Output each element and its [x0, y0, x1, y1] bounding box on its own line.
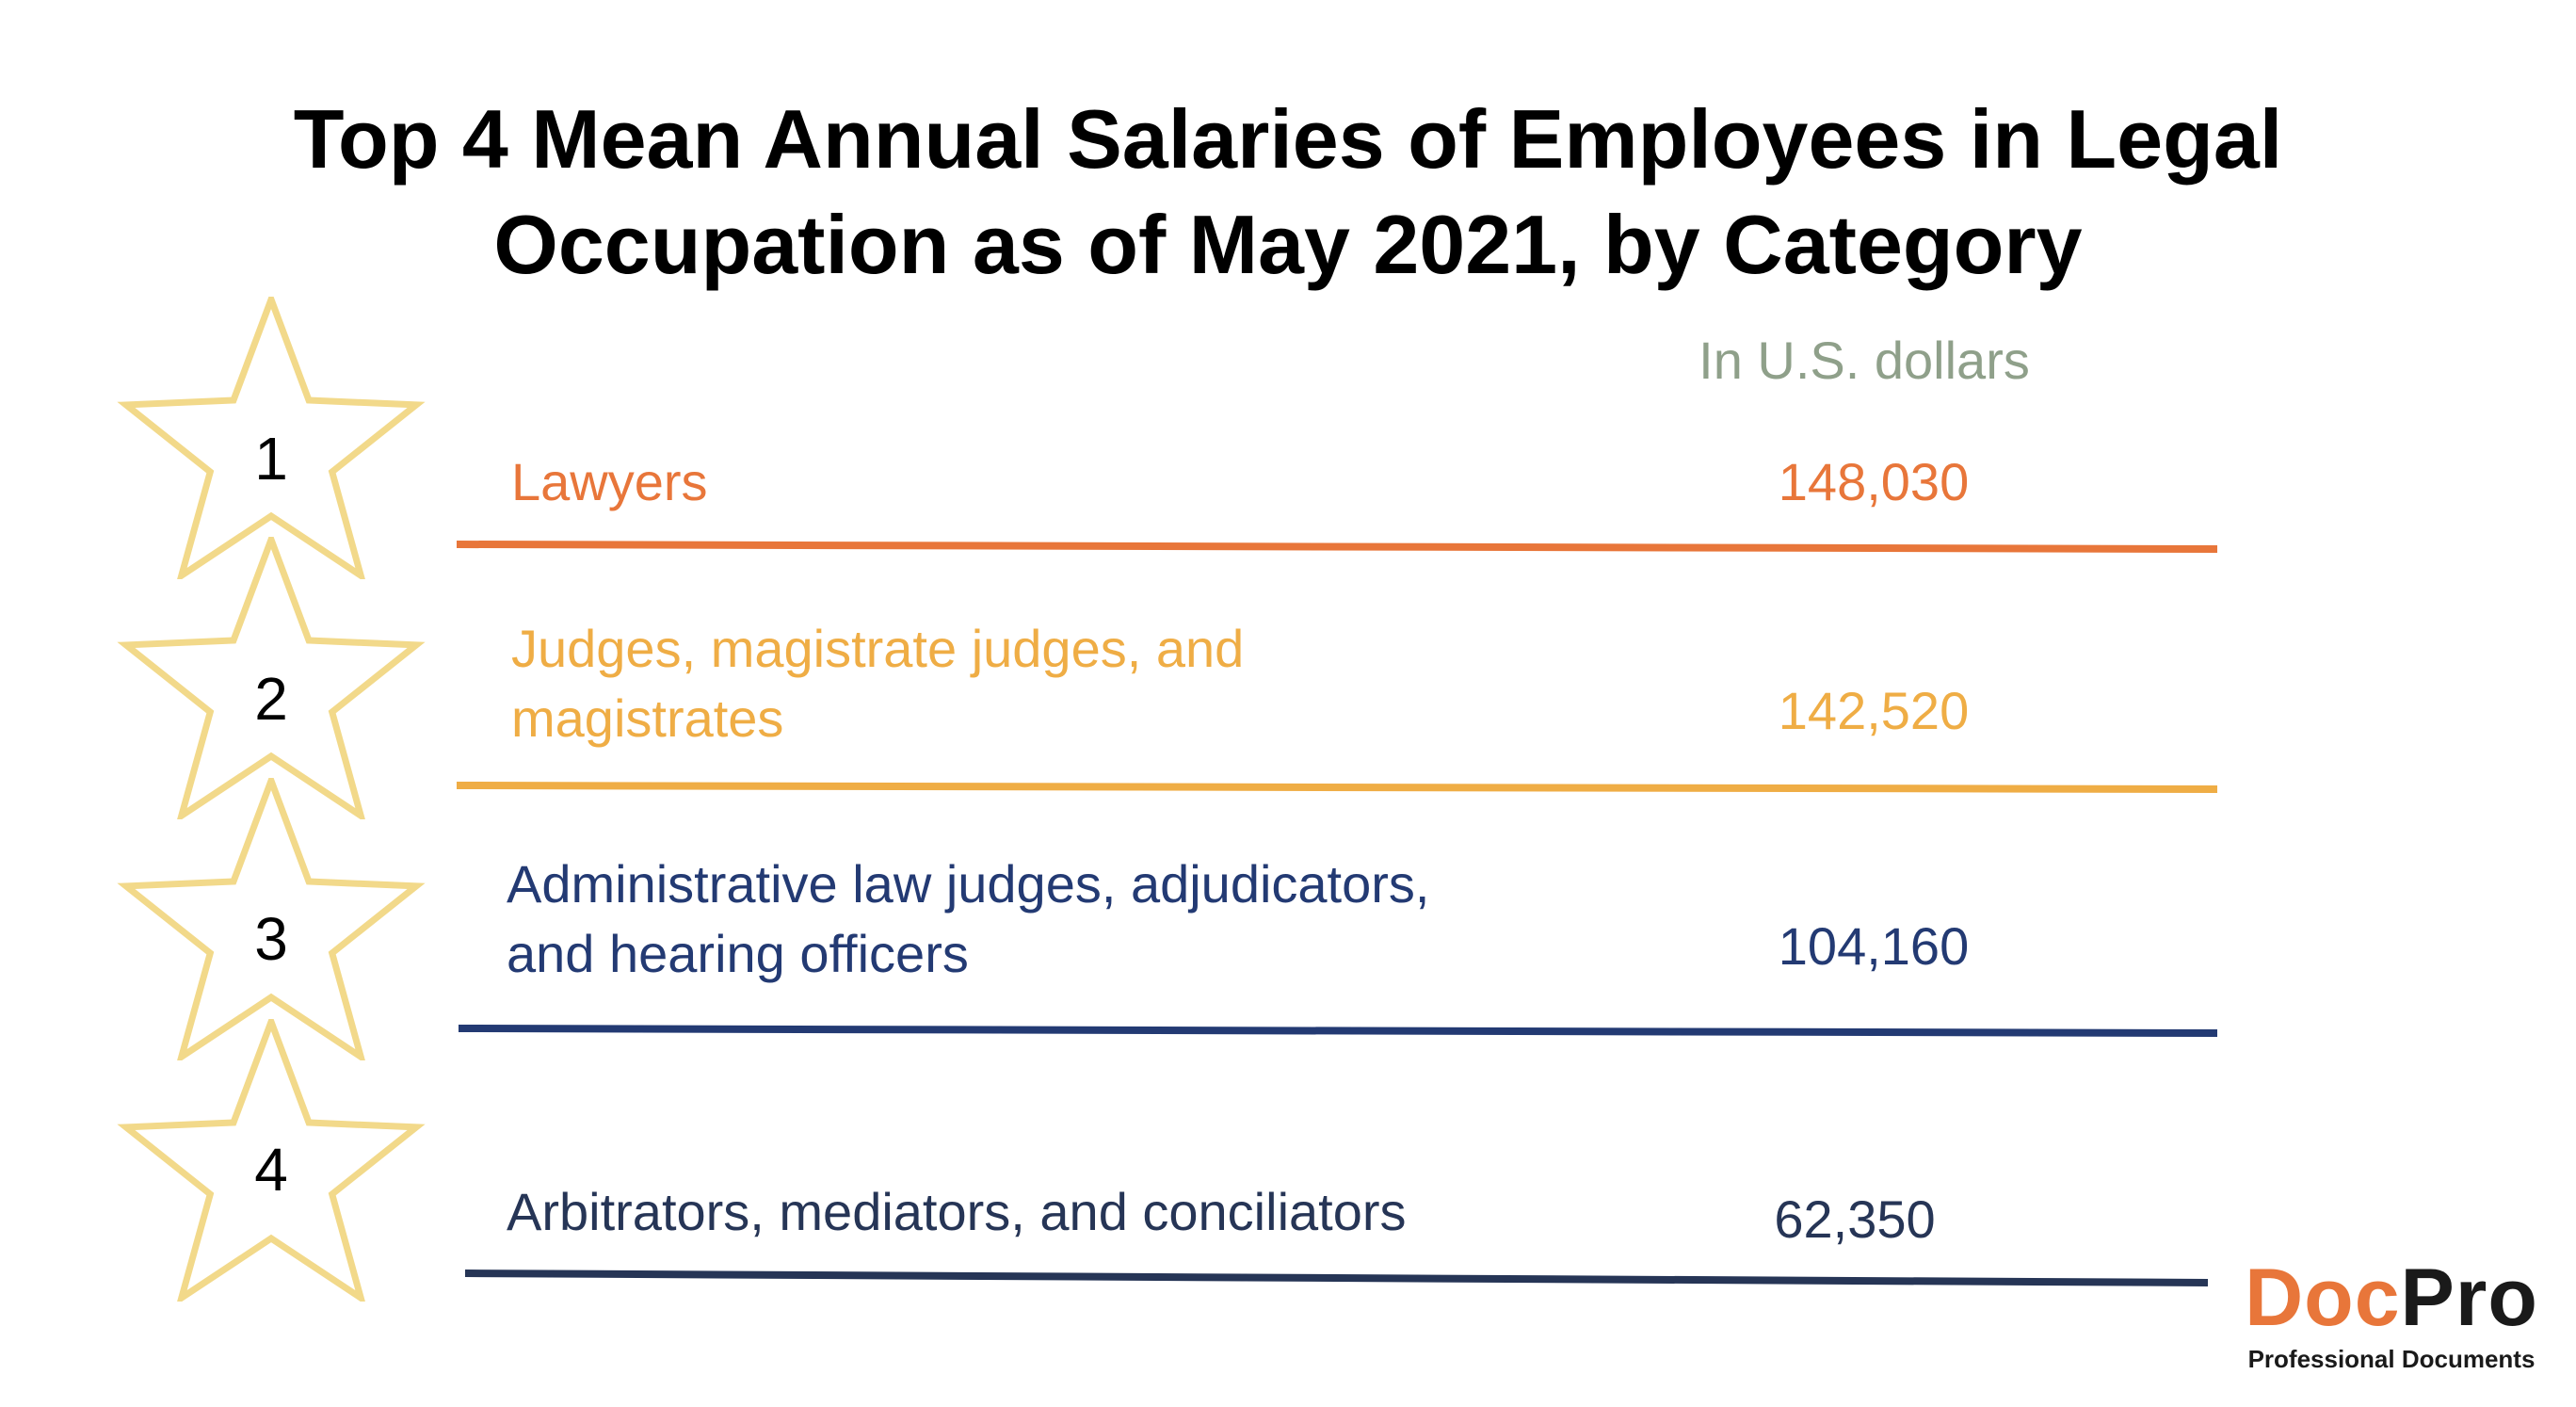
star-icon — [117, 1019, 426, 1302]
chart-title-line-2: Occupation as of May 2021, by Category — [493, 198, 2083, 291]
logo-pro: Pro — [2400, 1253, 2538, 1343]
star-outline — [117, 537, 426, 819]
category-label-line: Arbitrators, mediators, and conciliators — [507, 1182, 1407, 1241]
salary-value-2: 142,520 — [1778, 681, 1970, 740]
star-icon — [117, 297, 426, 579]
divider-line — [456, 782, 2218, 793]
rank-star-4: 4 — [111, 1019, 431, 1302]
star-outline — [117, 1019, 426, 1302]
divider-line — [458, 1025, 2218, 1037]
logo-tagline: Professional Documents — [2247, 1345, 2536, 1373]
divider-line — [464, 1270, 2209, 1286]
logo-wordmark: DocPro — [2222, 1253, 2561, 1343]
divider-line — [456, 541, 2218, 553]
salary-value-3: 104,160 — [1778, 916, 1970, 976]
salary-value-1: 148,030 — [1778, 452, 1970, 511]
star-outline — [117, 778, 426, 1060]
chart-title-line-1: Top 4 Mean Annual Salaries of Employees … — [293, 92, 2283, 186]
category-label-3: Administrative law judges, adjudicators,… — [507, 849, 1731, 989]
salary-value-4: 62,350 — [1774, 1189, 1936, 1249]
rank-number: 2 — [254, 665, 288, 733]
rank-star-2: 2 — [111, 537, 431, 819]
unit-label: In U.S. dollars — [1699, 331, 2030, 390]
rank-star-3: 3 — [111, 778, 431, 1060]
category-label-line: Lawyers — [511, 452, 708, 511]
rank-number: 4 — [254, 1136, 288, 1204]
rank-star-1: 1 — [111, 297, 431, 579]
category-label-4: Arbitrators, mediators, and conciliators — [507, 1177, 1731, 1247]
star-icon — [117, 778, 426, 1060]
rank-number: 3 — [254, 905, 288, 973]
category-label-1: Lawyers — [511, 447, 1735, 517]
category-label-line: magistrates — [511, 688, 784, 748]
rank-number: 1 — [254, 425, 288, 493]
category-label-line: Administrative law judges, adjudicators, — [507, 854, 1430, 914]
category-label-line: Judges, magistrate judges, and — [511, 619, 1245, 678]
star-icon — [117, 537, 426, 819]
star-outline — [117, 297, 426, 579]
category-label-2: Judges, magistrate judges, and magistrate… — [511, 614, 1735, 753]
docpro-logo: DocPro Professional Documents — [2222, 1253, 2561, 1375]
category-label-line: and hearing officers — [507, 924, 969, 983]
chart-title: Top 4 Mean Annual Salaries of Employees … — [0, 87, 2576, 298]
logo-doc: Doc — [2245, 1253, 2401, 1343]
